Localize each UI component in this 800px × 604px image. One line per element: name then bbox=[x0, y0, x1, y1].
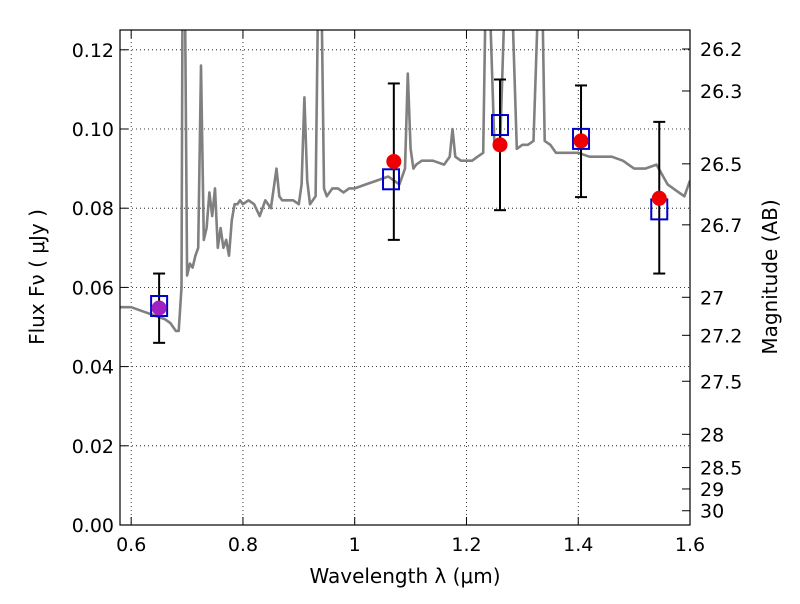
x-tick-label: 0.8 bbox=[228, 534, 258, 556]
model-square bbox=[572, 127, 591, 150]
model-square bbox=[150, 295, 169, 318]
mag-tick-label: 30 bbox=[700, 501, 724, 523]
x-tick-label: 1.2 bbox=[451, 534, 481, 556]
x-tick-label: 1.6 bbox=[675, 534, 705, 556]
x-axis-label: Wavelength λ (μm) bbox=[309, 564, 500, 588]
y-tick-label: 0.06 bbox=[72, 277, 114, 299]
y-tick-label: 0.12 bbox=[72, 40, 114, 62]
y-axis-right-label: Magnitude (AB) bbox=[758, 199, 782, 354]
mag-tick-label: 28 bbox=[700, 424, 724, 446]
ticks: 0.6 0.8 1 1.2 1.4 1.6 0.00 0.02 0.04 0.06 0.08 0.10… bbox=[72, 30, 742, 556]
photometry-point bbox=[492, 137, 508, 153]
photometry-point bbox=[573, 133, 589, 149]
grid bbox=[120, 30, 691, 526]
x-tick-label: 0.6 bbox=[116, 534, 146, 556]
spectrum-line bbox=[120, 30, 690, 333]
y-tick-label: 0.02 bbox=[72, 436, 114, 458]
x-tick-label: 1.4 bbox=[563, 534, 593, 556]
mag-tick-label: 26.5 bbox=[700, 154, 742, 176]
plot-frame bbox=[119, 29, 691, 526]
mag-tick-label: 26.3 bbox=[700, 81, 742, 103]
y-tick-label: 0.10 bbox=[72, 119, 114, 141]
mag-tick-label: 27.5 bbox=[700, 371, 742, 393]
mag-tick-label: 27 bbox=[700, 287, 724, 309]
x-tick-label: 1 bbox=[349, 534, 361, 556]
photometry-point bbox=[151, 300, 167, 316]
mag-tick-label: 28.5 bbox=[700, 458, 742, 480]
model-square bbox=[382, 168, 401, 191]
y-tick-label: 0.08 bbox=[72, 198, 114, 220]
mag-tick-label: 27.2 bbox=[700, 325, 742, 347]
model-square bbox=[491, 114, 509, 137]
mag-tick-label: 26.7 bbox=[700, 215, 742, 237]
photometry-point bbox=[651, 190, 667, 206]
y-tick-label: 0.00 bbox=[72, 515, 114, 537]
photometry-point bbox=[386, 153, 402, 169]
mag-tick-label: 26.2 bbox=[700, 39, 742, 61]
y-tick-label: 0.04 bbox=[72, 357, 114, 379]
mag-tick-label: 29 bbox=[700, 479, 724, 501]
data-layer bbox=[120, 30, 690, 344]
y-axis-label: Flux Fν ( μJy ) bbox=[25, 209, 49, 345]
